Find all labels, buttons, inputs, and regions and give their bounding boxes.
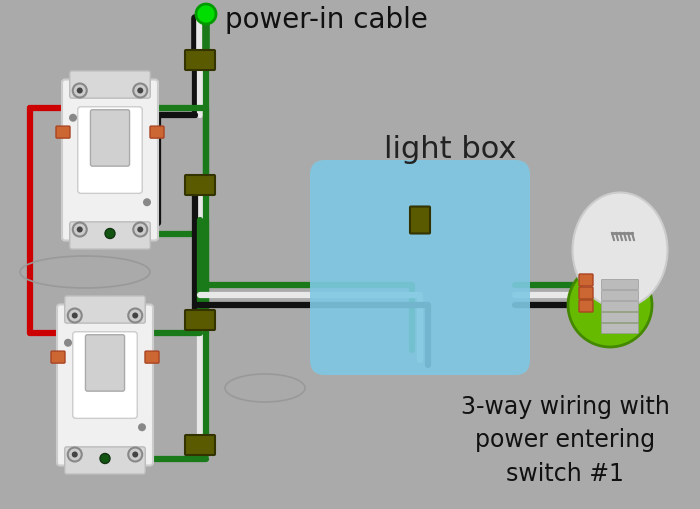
Text: light box: light box xyxy=(384,135,516,164)
FancyBboxPatch shape xyxy=(579,287,593,299)
Circle shape xyxy=(568,263,652,347)
FancyBboxPatch shape xyxy=(601,313,638,323)
Circle shape xyxy=(132,451,139,458)
FancyBboxPatch shape xyxy=(185,175,215,195)
FancyBboxPatch shape xyxy=(579,274,593,286)
FancyBboxPatch shape xyxy=(150,126,164,138)
FancyBboxPatch shape xyxy=(410,207,430,234)
FancyBboxPatch shape xyxy=(70,71,150,98)
Circle shape xyxy=(71,451,78,458)
FancyBboxPatch shape xyxy=(56,126,70,138)
Circle shape xyxy=(133,83,147,98)
Circle shape xyxy=(128,447,142,462)
FancyBboxPatch shape xyxy=(70,222,150,249)
FancyBboxPatch shape xyxy=(85,335,125,391)
FancyBboxPatch shape xyxy=(310,160,530,375)
Circle shape xyxy=(71,313,78,319)
FancyBboxPatch shape xyxy=(579,300,593,312)
Circle shape xyxy=(133,222,147,237)
FancyBboxPatch shape xyxy=(78,107,142,193)
Circle shape xyxy=(68,308,82,323)
FancyBboxPatch shape xyxy=(64,447,146,474)
Circle shape xyxy=(73,83,87,98)
Circle shape xyxy=(143,198,151,206)
Circle shape xyxy=(77,88,83,94)
FancyBboxPatch shape xyxy=(601,279,638,290)
FancyBboxPatch shape xyxy=(57,304,153,466)
FancyBboxPatch shape xyxy=(73,332,137,418)
Circle shape xyxy=(196,4,216,24)
Circle shape xyxy=(68,447,82,462)
FancyBboxPatch shape xyxy=(64,296,146,323)
FancyBboxPatch shape xyxy=(62,79,158,240)
Text: power-in cable: power-in cable xyxy=(225,6,428,34)
Circle shape xyxy=(105,229,115,239)
FancyBboxPatch shape xyxy=(51,351,65,363)
Circle shape xyxy=(69,114,77,122)
Circle shape xyxy=(132,313,139,319)
FancyBboxPatch shape xyxy=(601,291,638,300)
Circle shape xyxy=(64,339,72,347)
Circle shape xyxy=(100,454,110,464)
FancyBboxPatch shape xyxy=(185,435,215,455)
FancyBboxPatch shape xyxy=(601,324,638,333)
Circle shape xyxy=(137,88,144,94)
FancyBboxPatch shape xyxy=(145,351,159,363)
FancyBboxPatch shape xyxy=(185,310,215,330)
Circle shape xyxy=(73,222,87,237)
Ellipse shape xyxy=(573,192,668,307)
FancyBboxPatch shape xyxy=(185,50,215,70)
Circle shape xyxy=(137,227,144,233)
Circle shape xyxy=(128,308,142,323)
FancyBboxPatch shape xyxy=(90,110,130,166)
Circle shape xyxy=(77,227,83,233)
Circle shape xyxy=(138,423,146,431)
FancyBboxPatch shape xyxy=(601,301,638,312)
Text: 3-way wiring with
power entering
switch #1: 3-way wiring with power entering switch … xyxy=(461,395,669,486)
